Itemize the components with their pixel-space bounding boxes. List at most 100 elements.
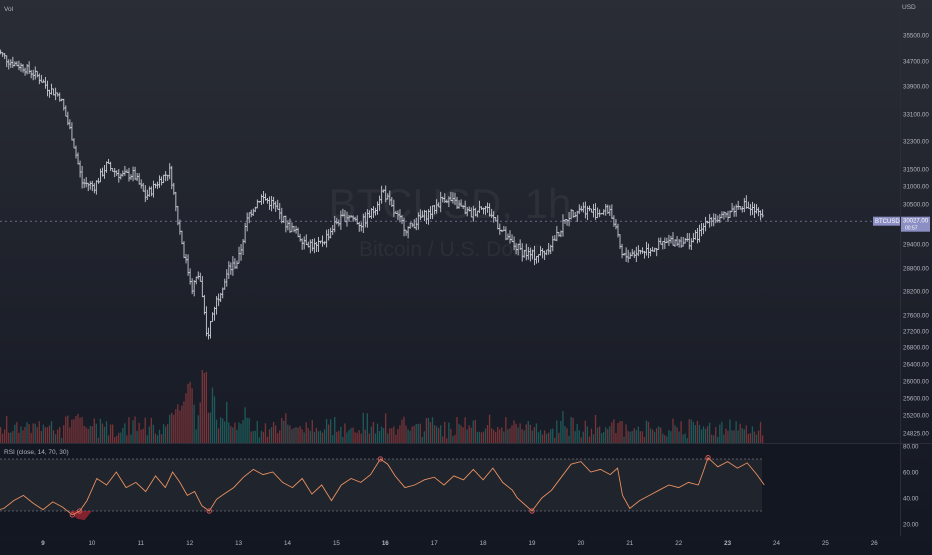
volume-bar [215, 419, 218, 443]
volume-bar [761, 435, 764, 443]
volume-bar [399, 425, 401, 443]
volume-bar [511, 425, 513, 443]
volume-bar [226, 401, 228, 443]
volume-bar [706, 426, 709, 443]
last-price-badge: BTCUSD 30027.00 00:57 [873, 216, 930, 232]
badge-symbol: BTCUSD [875, 219, 900, 225]
volume-bar [254, 430, 256, 443]
volume-bar [541, 434, 544, 443]
volume-bar [65, 416, 67, 443]
volume-bar [411, 426, 413, 443]
volume-bar [401, 419, 403, 443]
rsi-legend: RSI (close, 14, 70, 30) [4, 449, 69, 456]
volume-bar [187, 383, 189, 443]
volume-bar [543, 430, 546, 443]
volume-bar [154, 433, 157, 443]
volume-bar [501, 427, 503, 443]
volume-bar [85, 427, 87, 443]
volume-bar [658, 426, 660, 443]
volume-bar [166, 424, 169, 443]
volume-bar [14, 424, 16, 443]
volume-bar [708, 422, 711, 443]
volume-bar [450, 428, 452, 443]
volume-bar [81, 416, 83, 443]
volume-bar [437, 428, 440, 443]
rsi-signal-marker [77, 508, 83, 514]
volume-bar [409, 430, 411, 443]
volume-bar [32, 423, 34, 443]
volume-bar [293, 427, 295, 443]
volume-bar [702, 426, 705, 443]
volume-bar [590, 428, 593, 443]
rsi-pane: 80.00 60.00 40.00 20.00 [0, 444, 919, 529]
volume-bar [490, 428, 493, 443]
volume-bar [183, 401, 185, 443]
volume-bar [368, 433, 371, 443]
time-axis[interactable]: 9 10 11 12 13 14 15 16 17 18 19 20 21 22 23 24 25 26 [41, 540, 878, 547]
symbol-watermark: BTCUSD, 1h Bitcoin / U.S. Dollar [329, 180, 572, 261]
volume-bar [751, 426, 754, 443]
volume-bar [36, 427, 38, 443]
volume-bar [527, 421, 529, 443]
volume-bar [395, 434, 397, 443]
volume-bar [535, 423, 538, 443]
volume-bar [109, 424, 112, 443]
volume-bar [122, 427, 124, 443]
volume-bar [403, 416, 405, 443]
volume-bar [376, 423, 379, 443]
volume-bar [578, 430, 580, 443]
volume-bar [552, 428, 554, 443]
volume-bar [224, 421, 226, 443]
volume-bar [234, 422, 236, 443]
volume-bar [305, 422, 307, 443]
price-tick-label: 26000.00 [903, 379, 929, 386]
time-tick-label: 10 [88, 540, 95, 547]
volume-bar [217, 428, 220, 443]
volume-bar [244, 407, 246, 443]
volume-bar [301, 429, 303, 443]
volume-bar [179, 410, 181, 443]
volume-bar [717, 436, 719, 443]
volume-bar [759, 421, 762, 443]
volume-bar [660, 427, 662, 443]
volume-bar [48, 425, 51, 443]
volume-bar [635, 430, 637, 443]
volume-bar [136, 430, 138, 443]
volume-bar [6, 416, 8, 443]
volume-bar [545, 433, 548, 443]
volume-bar [719, 424, 721, 443]
volume-bar [372, 422, 375, 443]
price-axis[interactable]: 35500.00 34700.00 33900.00 33100.00 32300.00… [903, 33, 929, 438]
volume-bar [407, 429, 409, 443]
volume-bar [128, 417, 130, 443]
volume-bar [525, 424, 527, 443]
rsi-signal-marker [529, 508, 535, 514]
volume-bar [509, 428, 511, 443]
volume-bar [462, 427, 464, 443]
time-tick-label: 18 [480, 540, 487, 547]
volume-bar [52, 430, 55, 443]
volume-bar [600, 433, 603, 443]
volume-bar [228, 422, 230, 443]
volume-bar [515, 423, 517, 443]
volume-bar [472, 420, 474, 443]
volume-bar [505, 417, 507, 443]
volume-bar [248, 417, 250, 443]
volume-bar [480, 432, 483, 443]
volume-bar [429, 422, 432, 443]
volume-bar [162, 424, 165, 443]
volume-bar [107, 435, 110, 443]
volume-bar [274, 425, 277, 443]
badge-price-bg [901, 216, 930, 232]
volume-bar [12, 431, 14, 443]
volume-bar [425, 418, 428, 443]
volume-bar [651, 429, 654, 443]
volume-bar [731, 430, 733, 443]
volume-bar [0, 427, 2, 443]
volume-bar [655, 428, 658, 443]
rsi-tick-label: 20.00 [903, 522, 919, 529]
volume-bar [576, 423, 578, 443]
volume-bar [56, 429, 59, 443]
volume-histogram [0, 369, 764, 443]
